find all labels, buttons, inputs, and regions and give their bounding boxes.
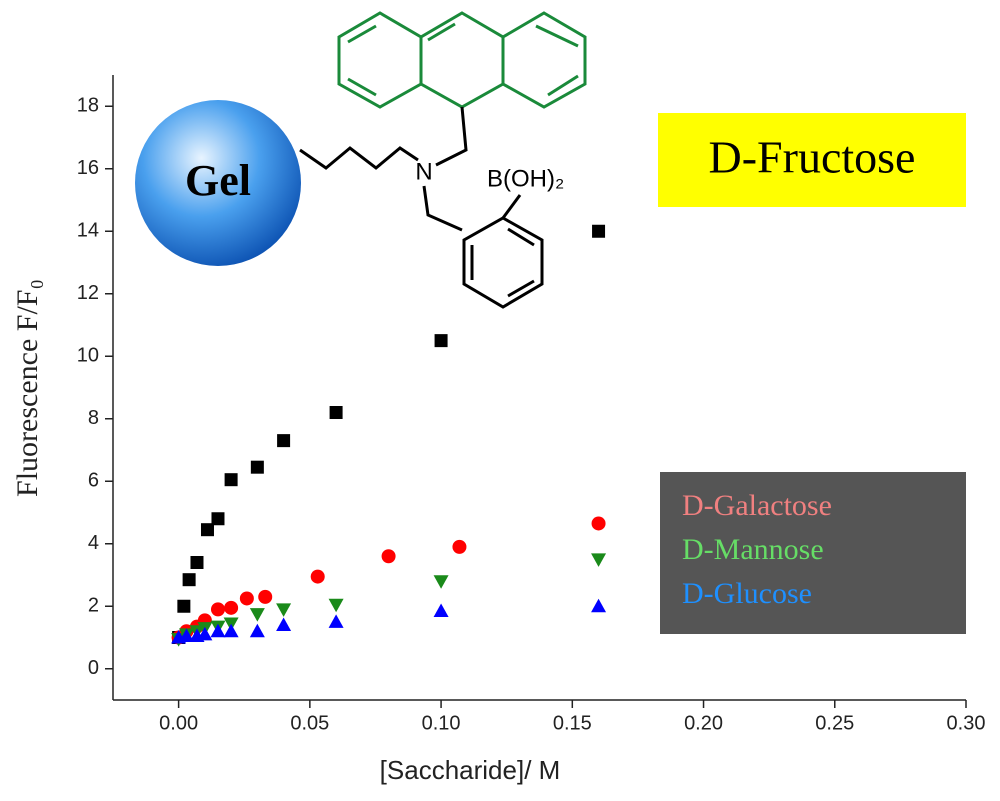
annotation: Gel bbox=[185, 156, 251, 205]
point bbox=[591, 598, 607, 613]
point bbox=[592, 224, 606, 238]
point bbox=[178, 628, 194, 642]
molecule bbox=[135, 11, 587, 309]
point bbox=[249, 623, 265, 638]
point bbox=[276, 617, 292, 631]
point bbox=[277, 434, 291, 448]
y-tick-label: 12 bbox=[77, 282, 99, 304]
legend-label: D-Galactose bbox=[682, 489, 832, 522]
point bbox=[197, 626, 213, 641]
legend-box bbox=[660, 472, 966, 634]
x-tick-label: 0.20 bbox=[684, 712, 723, 734]
legend-label: D-Glucose bbox=[682, 577, 812, 610]
point bbox=[310, 569, 325, 584]
y-tick-label: 0 bbox=[88, 657, 99, 679]
x-tick-label: 0.30 bbox=[947, 712, 986, 734]
y-tick-label: 2 bbox=[88, 595, 99, 617]
x-axis-label: [Saccharide]/ M bbox=[380, 755, 561, 785]
point bbox=[250, 460, 264, 474]
point bbox=[177, 599, 191, 613]
point bbox=[328, 614, 344, 628]
y-tick-label: 18 bbox=[77, 95, 99, 117]
point bbox=[452, 539, 467, 554]
point bbox=[200, 523, 214, 537]
point bbox=[210, 602, 225, 617]
point bbox=[258, 589, 273, 604]
point bbox=[381, 549, 396, 564]
point bbox=[329, 406, 343, 419]
point bbox=[249, 608, 265, 622]
annotation: N bbox=[415, 158, 432, 185]
y-axis-label: Fluorescence F/F₀ bbox=[11, 279, 44, 497]
y-tick-label: 14 bbox=[77, 220, 99, 242]
point bbox=[591, 516, 606, 531]
y-tick-label: 10 bbox=[77, 345, 99, 367]
x-tick-label: 0.00 bbox=[159, 712, 198, 734]
legend-label: D-Mannose bbox=[682, 533, 824, 566]
point bbox=[434, 334, 448, 348]
point bbox=[591, 553, 607, 567]
point bbox=[239, 591, 254, 606]
highlight-box bbox=[658, 113, 966, 207]
point bbox=[433, 603, 449, 617]
point bbox=[190, 556, 204, 569]
point bbox=[224, 473, 238, 487]
annotation: B(OH)₂ bbox=[487, 165, 564, 192]
x-tick-label: 0.25 bbox=[815, 712, 854, 734]
y-tick-label: 4 bbox=[88, 532, 99, 554]
point bbox=[328, 598, 344, 613]
y-tick-label: 6 bbox=[88, 470, 99, 492]
x-tick-label: 0.10 bbox=[422, 712, 461, 734]
point bbox=[276, 603, 292, 617]
point bbox=[210, 623, 226, 638]
point bbox=[182, 573, 196, 587]
y-tick-label: 16 bbox=[77, 157, 99, 179]
y-tick-label: 8 bbox=[88, 407, 99, 429]
point bbox=[223, 623, 239, 638]
x-tick-label: 0.05 bbox=[290, 712, 329, 734]
x-tick-label: 0.15 bbox=[553, 712, 592, 734]
point bbox=[224, 600, 239, 615]
point bbox=[211, 512, 225, 526]
point bbox=[433, 575, 449, 589]
highlight-label: D-Fructose bbox=[709, 132, 916, 183]
